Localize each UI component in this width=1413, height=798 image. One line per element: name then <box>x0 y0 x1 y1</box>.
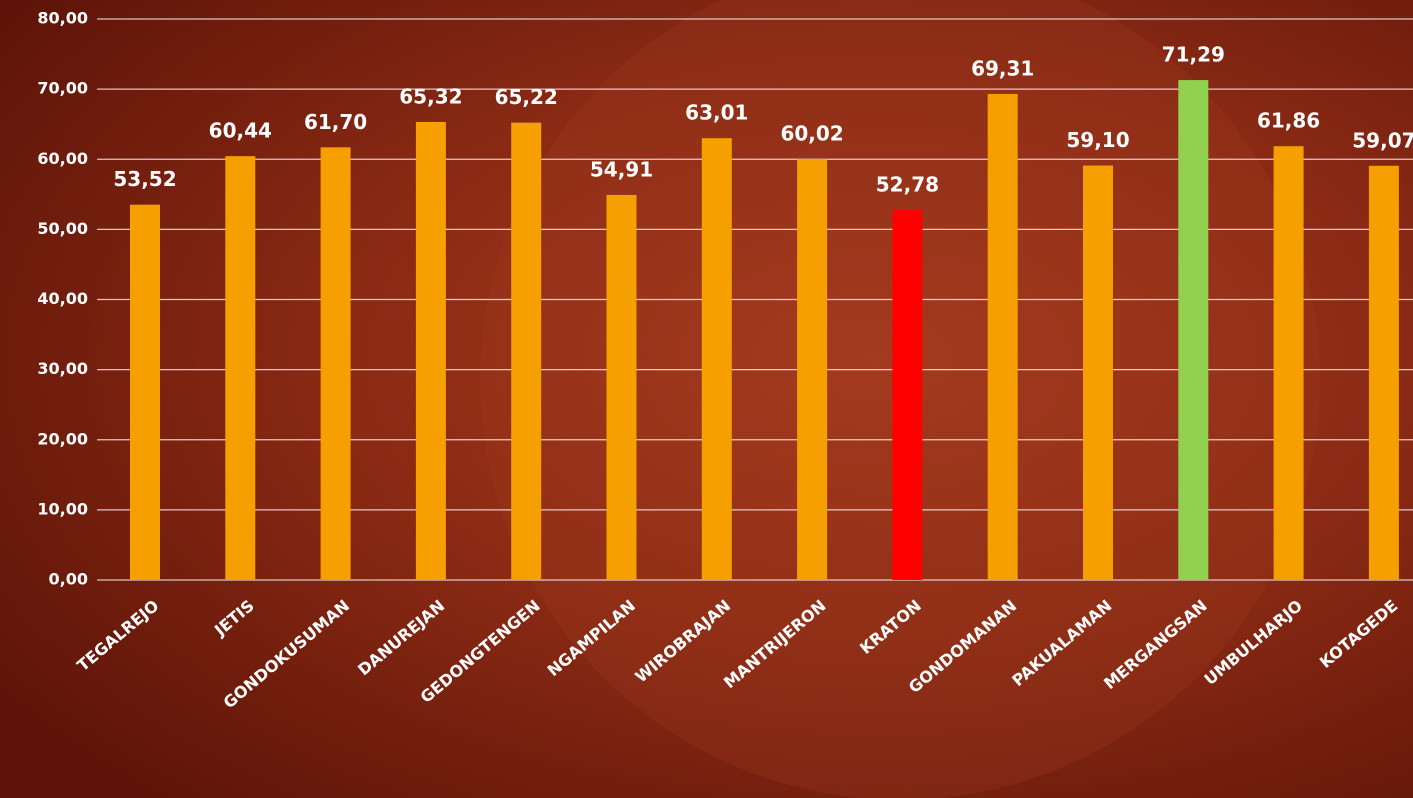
value-label: 60,44 <box>209 119 272 143</box>
bar <box>606 194 637 581</box>
value-label: 61,86 <box>1257 109 1320 133</box>
value-label: 59,10 <box>1066 128 1129 152</box>
y-tick-label: 10,00 <box>37 499 88 518</box>
y-tick-label: 0,00 <box>49 570 88 589</box>
bar <box>987 93 1018 580</box>
value-label: 53,52 <box>113 167 176 191</box>
y-tick-label: 70,00 <box>37 79 88 98</box>
bar <box>415 121 446 581</box>
y-tick-label: 30,00 <box>37 359 88 378</box>
y-tick-label: 60,00 <box>37 149 88 168</box>
value-label: 61,70 <box>304 110 367 134</box>
value-label: 52,78 <box>876 172 939 196</box>
bar <box>892 209 923 580</box>
value-label: 69,31 <box>971 56 1034 80</box>
bar <box>1178 80 1209 581</box>
y-tick-label: 40,00 <box>37 289 88 308</box>
bar <box>797 159 828 581</box>
value-label: 65,32 <box>399 84 462 108</box>
y-tick-label: 20,00 <box>37 429 88 448</box>
bar <box>1273 146 1304 580</box>
bar <box>701 138 732 580</box>
y-tick-label: 50,00 <box>37 219 88 238</box>
value-label: 63,01 <box>685 101 748 125</box>
bar <box>511 122 542 581</box>
value-label: 59,07 <box>1352 128 1413 152</box>
value-label: 65,22 <box>495 85 558 109</box>
value-label: 54,91 <box>590 157 653 181</box>
bar <box>130 204 160 581</box>
bar <box>320 147 351 581</box>
bar <box>225 156 256 581</box>
y-tick-label: 80,00 <box>37 9 88 28</box>
bar <box>1083 165 1113 580</box>
value-label: 60,02 <box>780 122 843 146</box>
value-label: 71,29 <box>1162 43 1225 67</box>
bar <box>1368 165 1399 581</box>
